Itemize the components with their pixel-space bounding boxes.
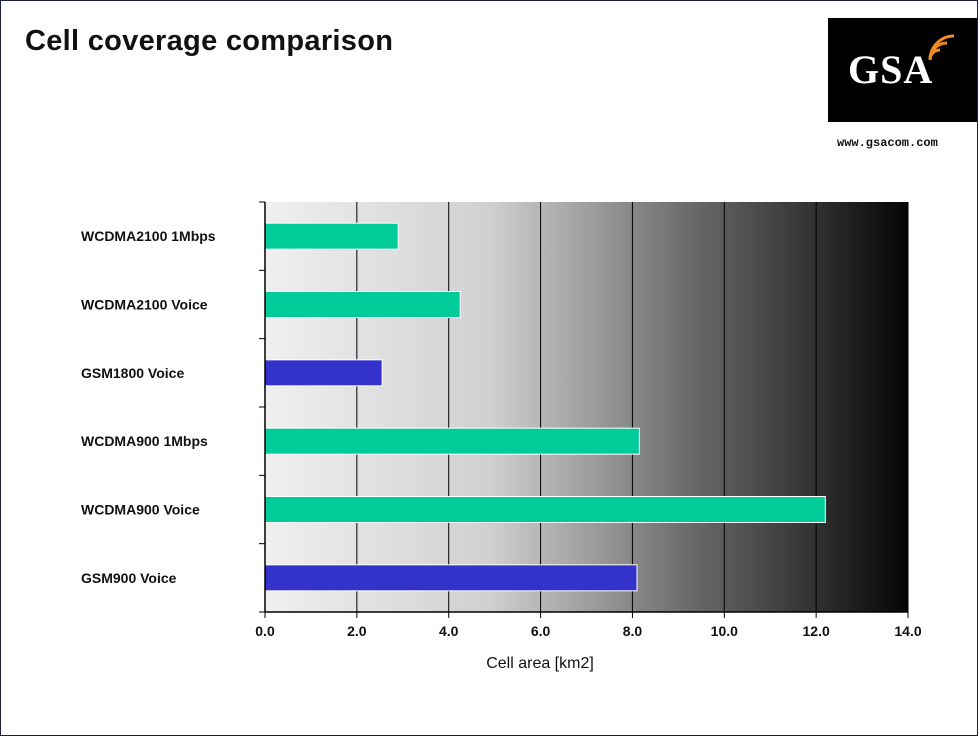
bar: [264, 427, 640, 455]
x-tick-label: 4.0: [439, 623, 459, 639]
x-tick-label: 10.0: [711, 623, 738, 639]
bar: [264, 359, 383, 387]
logo-text: GSA: [848, 47, 934, 92]
category-label: WCDMA2100 1Mbps: [81, 228, 216, 244]
gridlines: [356, 202, 909, 612]
category-label: GSM900 Voice: [81, 570, 177, 586]
category-label: WCDMA2100 Voice: [81, 297, 208, 313]
website-url: www.gsacom.com: [837, 136, 938, 150]
slide-title: Cell coverage comparison: [25, 25, 394, 57]
x-tick-label: 14.0: [894, 623, 921, 639]
category-label: WCDMA900 Voice: [81, 502, 200, 518]
bar: [264, 496, 826, 523]
category-label: GSM1800 Voice: [81, 365, 184, 381]
signal-arcs-icon: [928, 34, 955, 61]
gsa-logo: GSA: [828, 18, 977, 122]
x-tick-label: 8.0: [623, 623, 643, 639]
bar: [264, 564, 638, 592]
bars: [264, 222, 826, 592]
y-axis: [259, 201, 266, 613]
x-tick-label: 12.0: [803, 623, 830, 639]
bar: [264, 222, 399, 250]
x-axis: [264, 611, 909, 618]
category-label: WCDMA900 1Mbps: [81, 433, 208, 449]
bar: [264, 291, 461, 318]
x-tick-label: 2.0: [347, 623, 367, 639]
x-axis-title: Cell area [km2]: [486, 655, 594, 672]
category-labels: WCDMA2100 1Mbps WCDMA2100 Voice GSM1800 Vo…: [81, 228, 216, 586]
tick-labels: 0.0 2.0 4.0 6.0 8.0 10.0 12.0 14.0: [255, 623, 922, 639]
plot-area: [265, 202, 908, 612]
x-tick-label: 0.0: [255, 623, 275, 639]
x-tick-label: 6.0: [531, 623, 551, 639]
